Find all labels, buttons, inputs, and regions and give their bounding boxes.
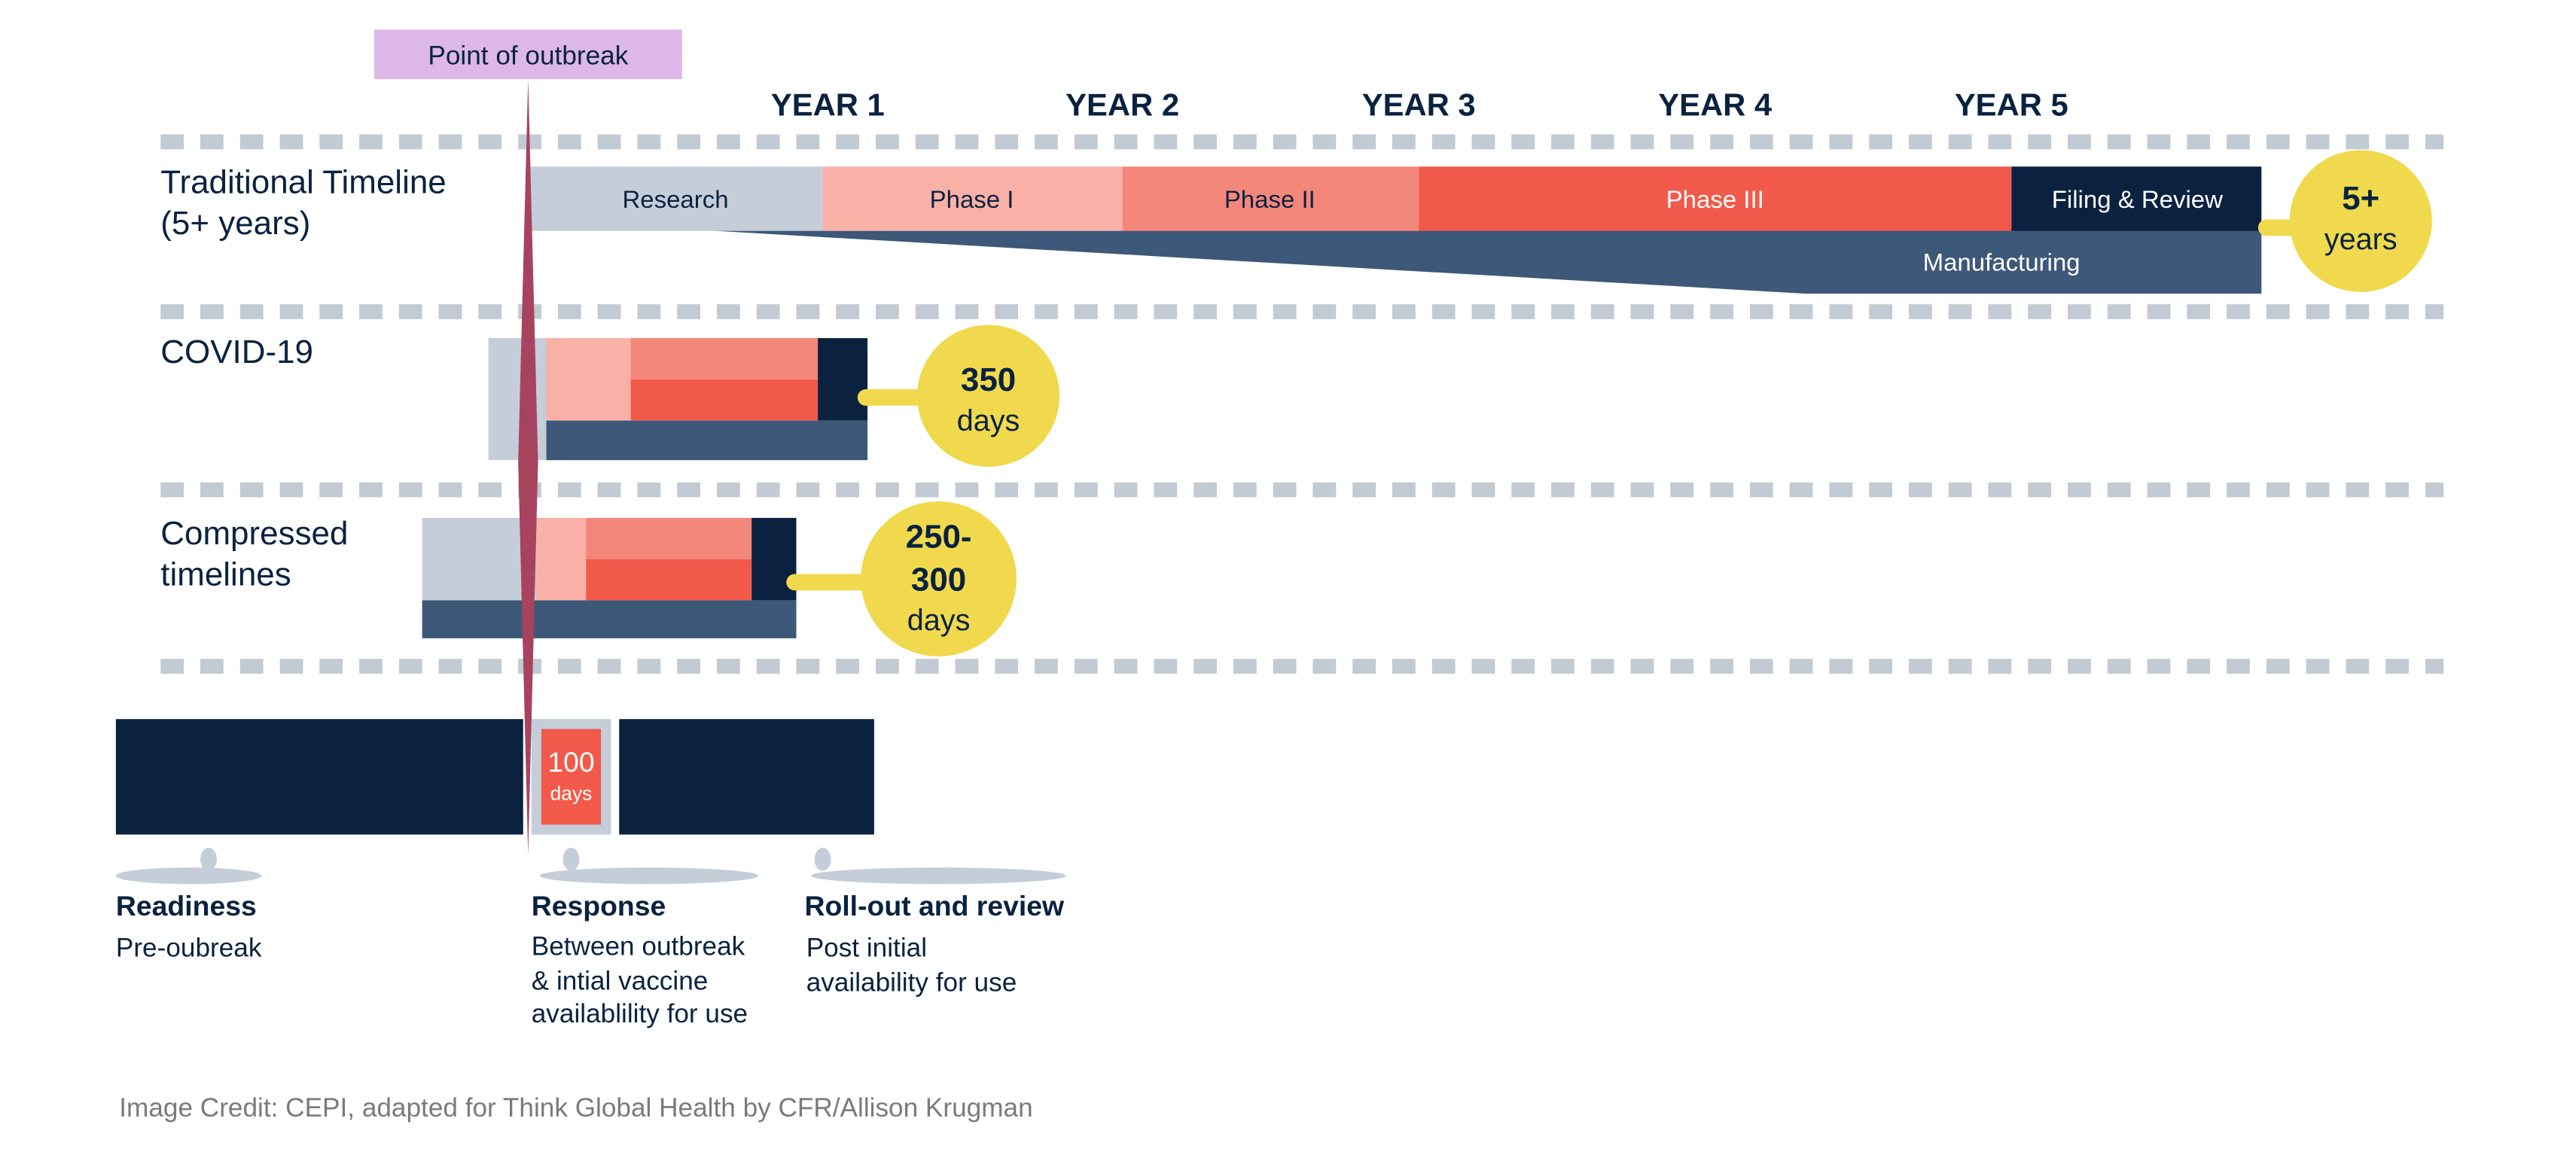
stage-bar: 100 days	[115, 719, 874, 835]
stage-desc: & intial vaccine	[532, 966, 709, 995]
badge-unit: days	[957, 404, 1020, 437]
phase-label: Phase I	[930, 185, 1014, 213]
row-label: (5+ years)	[160, 205, 310, 242]
year-label: YEAR 4	[1658, 87, 1772, 122]
year-label: YEAR 2	[1065, 87, 1179, 122]
row-label: Traditional Timeline	[160, 163, 446, 200]
stage-title: Response	[532, 890, 666, 922]
phase-label: Research	[622, 185, 728, 213]
manufacturing-label: Manufacturing	[1923, 248, 2081, 276]
stage-desc: Between outbreak	[532, 931, 745, 961]
stage-desc: availablility for use	[532, 999, 748, 1028]
manufacturing-bar	[546, 420, 868, 461]
outbreak-line	[518, 79, 538, 855]
stage-title: Readiness	[116, 890, 257, 922]
badge-value: 5+	[2342, 180, 2379, 217]
stage-markers	[115, 848, 1066, 885]
phase-label: Phase III	[1666, 185, 1764, 213]
image-credit: Image Credit: CEPI, adapted for Think Gl…	[119, 1093, 1032, 1123]
stage-rollout: Roll-out and review Post initial availab…	[805, 890, 1065, 998]
phase-3-bar	[586, 559, 752, 601]
row-separators	[160, 134, 2444, 674]
row-covid: COVID-19 350 days	[160, 324, 1060, 467]
stage-title: Roll-out and review	[805, 890, 1065, 922]
stage-desc: availability for use	[806, 968, 1017, 998]
stage-desc: Post initial	[806, 934, 927, 963]
stage-marker	[811, 848, 1066, 885]
badge-value: 250-	[906, 518, 972, 555]
row-label: timelines	[160, 556, 291, 593]
phase-3-bar	[1419, 166, 2012, 231]
phase-label: Filing & Review	[2052, 185, 2223, 213]
row-traditional: Traditional Timeline (5+ years) Manufact…	[160, 150, 2432, 294]
rollout-block	[619, 719, 874, 835]
stage-desc: Pre-oubreak	[116, 934, 262, 963]
filing-review-bar	[2011, 166, 2262, 231]
phase-1-bar	[546, 338, 633, 421]
hundred-days-number: 100	[547, 746, 594, 778]
research-bar	[529, 166, 823, 231]
duration-badge	[861, 501, 1017, 657]
row-label: Compressed	[160, 515, 348, 552]
outbreak-label-box	[373, 29, 682, 80]
manufacturing-bar	[687, 229, 2262, 294]
duration-badge	[2289, 150, 2432, 292]
research-bar	[422, 517, 538, 601]
phase-3-bar	[630, 379, 819, 421]
year-label: YEAR 3	[1362, 87, 1476, 122]
hundred-days-unit: days	[550, 782, 593, 805]
stage-readiness: Readiness Pre-oubreak	[116, 890, 262, 963]
badge-unit: years	[2324, 223, 2398, 256]
badge-connector	[786, 574, 886, 591]
stage-marker	[539, 848, 758, 885]
duration-badge	[917, 324, 1060, 467]
research-bar	[488, 338, 547, 461]
manufacturing-bar	[422, 600, 797, 638]
response-block	[541, 729, 602, 825]
phase-1-bar	[536, 517, 588, 601]
phase-label: Phase II	[1224, 185, 1315, 213]
year-label: YEAR 5	[1955, 87, 2068, 122]
phase-2-bar	[1122, 166, 1419, 231]
badge-unit: days	[907, 604, 971, 637]
badge-value: 300	[911, 561, 966, 598]
year-label: YEAR 1	[771, 87, 885, 122]
phase-2-bar	[586, 517, 752, 559]
row-label: COVID-19	[160, 334, 313, 370]
readiness-block	[115, 719, 523, 835]
stage-response: Response Between outbreak & intial vacci…	[532, 890, 748, 1028]
year-headers: YEAR 1 YEAR 2 YEAR 3 YEAR 4 YEAR 5	[771, 87, 2068, 122]
outbreak-label: Point of outbreak	[428, 41, 628, 70]
badge-value: 350	[961, 361, 1016, 398]
row-compressed: Compressed timelines 250- 300 days	[160, 501, 1017, 657]
phase-2-bar	[630, 338, 819, 379]
filing-review-bar	[818, 338, 868, 421]
phase-1-bar	[822, 166, 1123, 231]
stage-marker	[115, 848, 262, 885]
